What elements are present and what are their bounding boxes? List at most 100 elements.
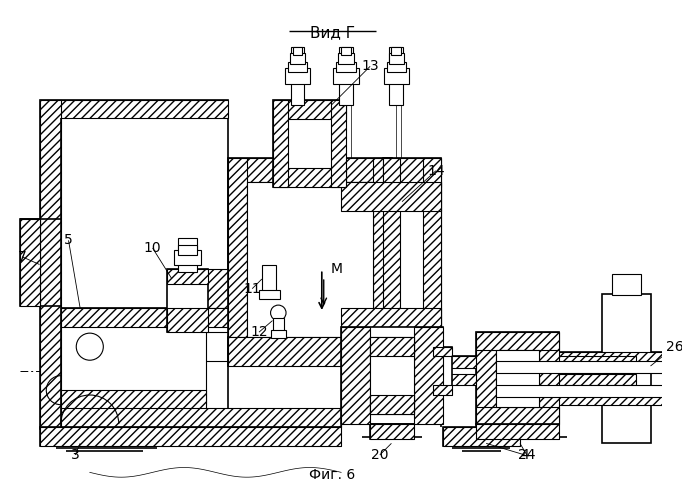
Bar [554, 393, 679, 404]
Text: 14: 14 [427, 164, 445, 177]
Bar [40, 100, 61, 429]
Bar [285, 68, 310, 84]
Bar [384, 68, 409, 84]
Bar [293, 47, 303, 54]
Bar [477, 332, 559, 424]
Bar [20, 219, 40, 306]
Bar [383, 158, 400, 361]
Bar [496, 350, 539, 406]
Bar [61, 308, 341, 328]
Bar [259, 290, 280, 300]
Bar [61, 308, 341, 427]
Bar [206, 270, 228, 429]
Bar [341, 182, 441, 212]
Bar [389, 53, 404, 64]
Bar [273, 100, 288, 187]
Text: 20: 20 [371, 448, 389, 462]
Text: 4: 4 [520, 448, 529, 462]
Bar [370, 424, 414, 438]
Bar [40, 100, 228, 429]
Bar [674, 359, 682, 398]
Bar [167, 270, 208, 284]
Bar [443, 374, 636, 386]
Bar [40, 100, 228, 117]
Bar [228, 337, 441, 366]
Bar [61, 408, 341, 427]
Bar [40, 427, 341, 446]
Bar [291, 47, 304, 105]
Bar [290, 53, 306, 64]
Bar [477, 406, 559, 424]
Bar [539, 332, 559, 424]
Text: 7: 7 [18, 250, 27, 264]
Bar [443, 427, 520, 446]
Text: М: М [330, 262, 342, 276]
Bar [20, 219, 40, 306]
Bar [178, 245, 197, 255]
Bar [433, 346, 452, 395]
Bar [370, 337, 414, 414]
Bar [370, 337, 414, 356]
Bar [273, 100, 346, 187]
Bar [373, 158, 392, 361]
Bar [271, 330, 286, 338]
Bar [273, 100, 346, 119]
Bar [288, 62, 308, 72]
Bar [383, 158, 441, 361]
Bar [331, 100, 346, 187]
Text: 26: 26 [666, 340, 682, 353]
Bar [496, 361, 682, 373]
Circle shape [76, 333, 103, 360]
Bar [383, 332, 441, 361]
Bar [167, 308, 208, 332]
Bar [341, 328, 370, 424]
Circle shape [271, 305, 286, 320]
Bar [339, 47, 353, 105]
Text: Вид Г: Вид Г [310, 26, 355, 40]
Bar [178, 238, 197, 272]
Bar [228, 337, 441, 366]
Bar [477, 332, 496, 424]
Text: Фиг. 6: Фиг. 6 [310, 468, 355, 482]
Bar [433, 346, 452, 356]
Bar [228, 337, 392, 361]
Text: 3: 3 [71, 448, 80, 462]
Bar [496, 386, 682, 397]
Bar [333, 68, 359, 84]
Bar [341, 328, 443, 424]
Bar [554, 352, 679, 363]
Bar [273, 168, 346, 187]
Bar [391, 47, 401, 54]
Bar [370, 395, 414, 414]
Text: 24: 24 [518, 448, 535, 462]
Bar [443, 356, 636, 386]
Bar [424, 158, 441, 361]
Text: 12: 12 [250, 325, 268, 339]
Bar [612, 274, 641, 295]
Bar [433, 386, 452, 395]
Bar [679, 346, 682, 410]
Bar [248, 182, 373, 337]
Bar [443, 356, 636, 368]
Bar [477, 332, 559, 349]
Bar [336, 62, 355, 72]
Bar [389, 47, 403, 105]
Text: 10: 10 [144, 241, 162, 255]
Bar [262, 264, 276, 294]
Bar [602, 294, 651, 444]
Bar [477, 424, 559, 438]
Bar [554, 352, 679, 405]
Bar [341, 182, 441, 337]
Bar [61, 308, 206, 404]
Bar [370, 424, 414, 438]
Bar [341, 308, 441, 337]
Bar [167, 270, 208, 332]
Bar [387, 62, 406, 72]
Bar [174, 250, 201, 264]
Bar [341, 47, 351, 54]
Bar [414, 328, 443, 424]
Bar [228, 158, 248, 361]
Bar [40, 390, 228, 429]
Bar [61, 390, 206, 427]
Bar [338, 53, 354, 64]
